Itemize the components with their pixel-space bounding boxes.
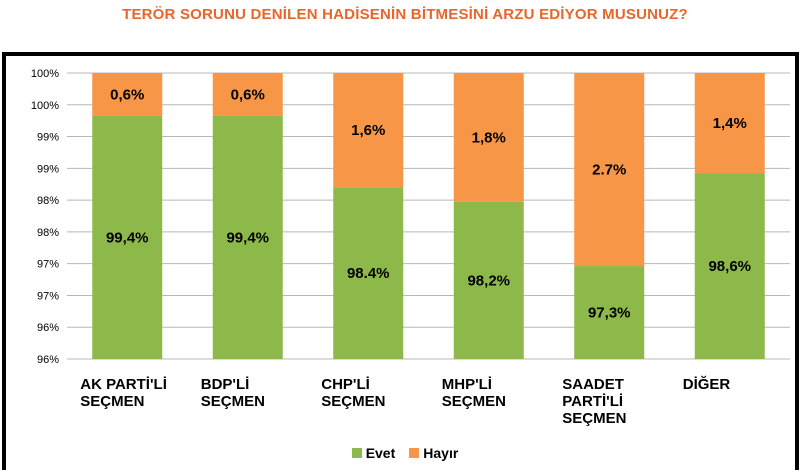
bar-evet (92, 115, 163, 360)
x-tick-label-line: SEÇMEN (562, 410, 626, 427)
data-label-hayir: 1,6% (351, 122, 385, 139)
y-tick-label: 100% (31, 100, 59, 112)
bar-evet (453, 201, 524, 359)
y-tick-label: 98% (37, 195, 59, 207)
x-tick-label-line: SEÇMEN (80, 393, 144, 410)
bar-evet (333, 187, 404, 359)
chart-title: TERÖR SORUNU DENİLEN HADİSENİN BİTMESİNİ… (122, 6, 688, 23)
x-tick-label-line: SAADET (562, 376, 624, 393)
legend-item: Hayır (409, 445, 458, 461)
data-label-evet: 98,6% (708, 258, 751, 275)
x-tick-label-line: DİĞER (683, 375, 731, 393)
y-tick-label: 100% (31, 68, 59, 80)
x-tick-label-line: MHP'Lİ (442, 376, 492, 393)
legend-item: Evet (351, 445, 396, 461)
x-tick-label-line: CHP'Lİ (321, 376, 370, 393)
legend-swatch (351, 448, 362, 458)
x-tick-label-line: BDP'Lİ (201, 376, 250, 393)
x-tick-label-line: SEÇMEN (201, 393, 265, 410)
data-label-hayir: 1,8% (472, 129, 506, 146)
data-label-hayir: 1,4% (713, 115, 747, 132)
y-tick-label: 96% (37, 354, 59, 366)
bar-evet (212, 115, 283, 360)
data-label-hayir: 0,6% (110, 86, 144, 103)
x-tick-label-line: SEÇMEN (321, 393, 385, 410)
y-tick-label: 97% (37, 259, 59, 271)
x-tick-label: SAADET PARTİ'Lİ SEÇMEN (562, 376, 626, 427)
data-label-evet: 99,4% (226, 229, 269, 246)
y-tick-label: 97% (37, 290, 59, 302)
x-tick-label: DİĞER (683, 375, 731, 393)
data-label-evet: 97,3% (588, 305, 631, 322)
y-tick-label: 99% (37, 132, 59, 144)
data-label-evet: 98,2% (467, 272, 510, 289)
legend-label: Evet (365, 445, 396, 461)
bar-hayir (92, 73, 163, 116)
data-label-evet: 98.4% (347, 265, 390, 282)
bar-hayir (574, 73, 645, 267)
x-tick-label-line: PARTİ'Lİ (562, 393, 623, 410)
x-tick-label: BDP'Lİ SEÇMEN (201, 376, 265, 410)
data-label-hayir: 0,6% (231, 86, 265, 103)
x-tick-label: CHP'Lİ SEÇMEN (321, 376, 385, 410)
bar-hayir (453, 73, 524, 202)
y-tick-label: 96% (37, 322, 59, 334)
data-label-hayir: 2.7% (592, 162, 626, 179)
data-label-evet: 99,4% (106, 229, 149, 246)
y-tick-label: 98% (37, 227, 59, 239)
bar-hayir (333, 73, 404, 188)
x-tick-label-line: AK PARTİ'Lİ (80, 376, 167, 393)
bar-hayir (694, 73, 765, 174)
legend-swatch (409, 448, 420, 458)
bar-evet (694, 173, 765, 359)
x-tick-label: MHP'Lİ SEÇMEN (442, 376, 506, 410)
bar-evet (574, 266, 645, 359)
x-tick-label-line: SEÇMEN (442, 393, 506, 410)
y-tick-label: 99% (37, 163, 59, 175)
bar-hayir (212, 73, 283, 116)
x-tick-label: AK PARTİ'Lİ SEÇMEN (80, 376, 167, 410)
legend-label: Hayır (423, 445, 459, 461)
chart-legend: Evet Hayır (0, 445, 810, 461)
